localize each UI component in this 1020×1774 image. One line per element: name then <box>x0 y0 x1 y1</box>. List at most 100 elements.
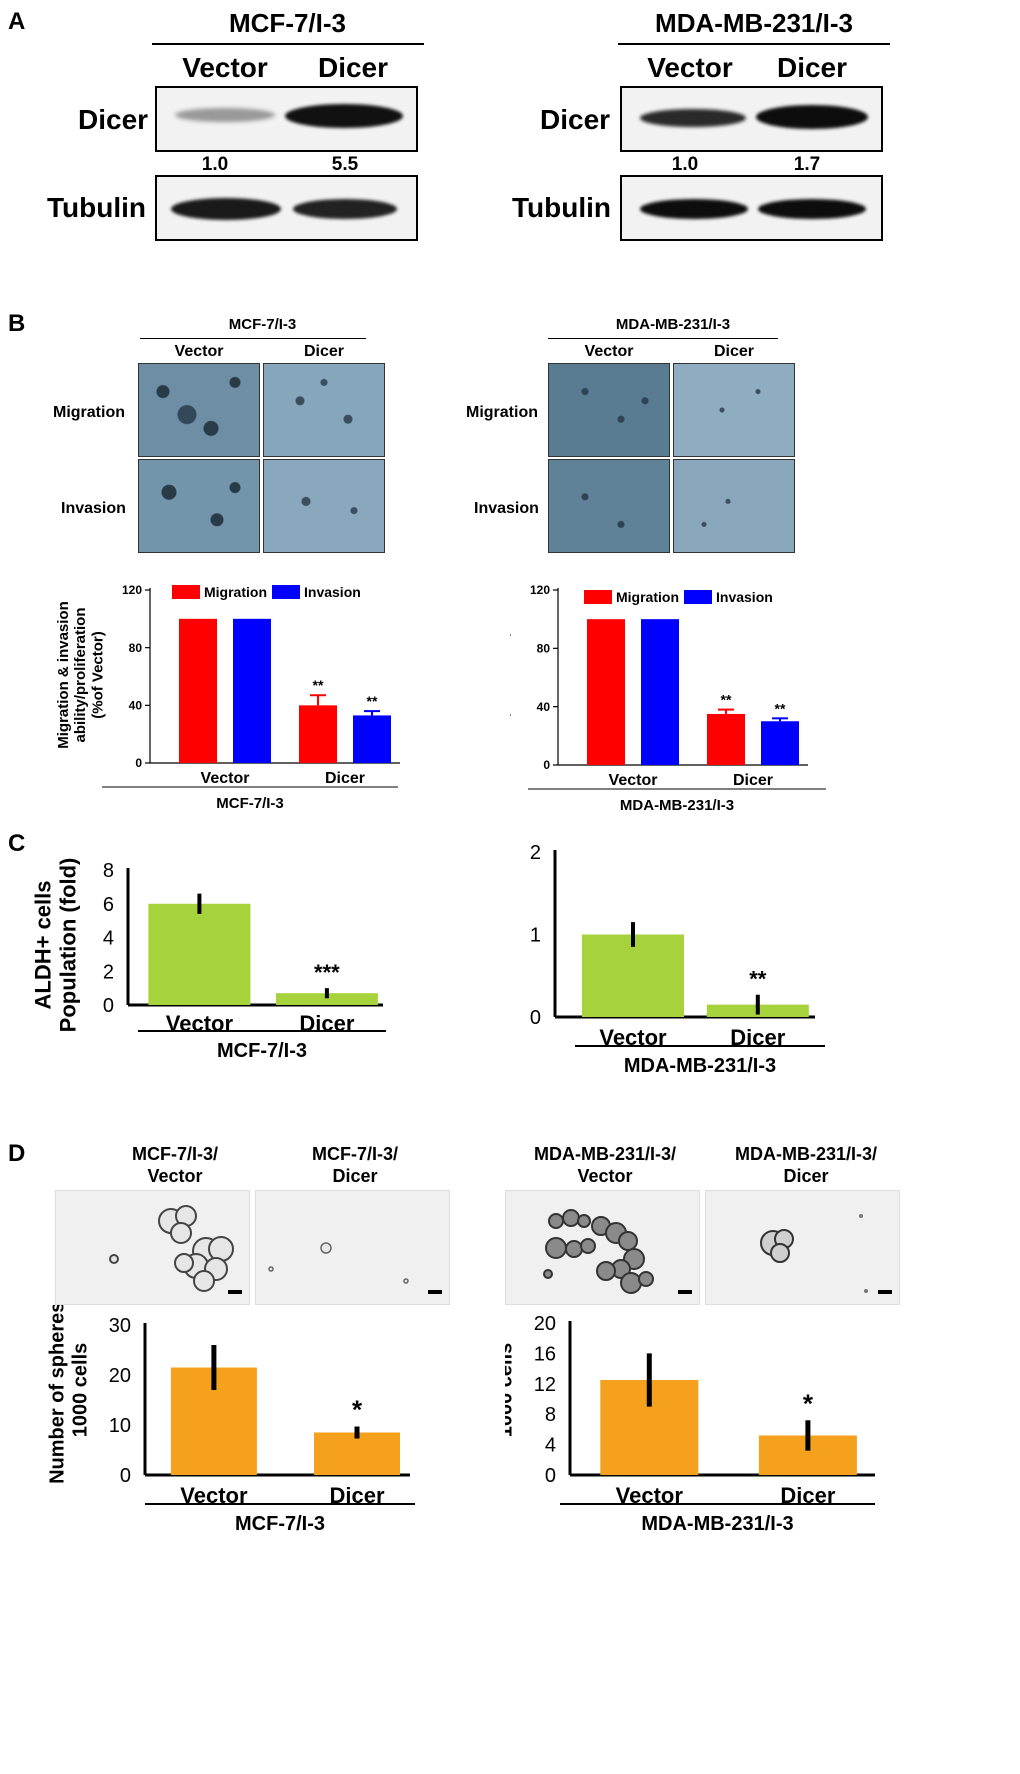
label-line: MDA-MB-231/I-3/ <box>533 1144 676 1164</box>
y-tick-label: 1 <box>530 925 541 947</box>
bar-aldh-vector <box>148 903 251 1005</box>
blot-a-left-underline <box>152 43 424 45</box>
category-label-vector: Vector <box>166 1011 234 1036</box>
y-tick-label: 0 <box>545 1465 556 1487</box>
y-tick-label: 4 <box>103 928 114 950</box>
label-line: MCF-7/I-3/ <box>131 1144 218 1164</box>
y-axis-label: Number of spheres/ <box>47 1305 69 1484</box>
bar-migration-dicer <box>707 713 745 765</box>
bar-invasion-vector <box>641 619 679 765</box>
y-axis-label: 1000 cells <box>70 1343 92 1438</box>
panel-label-a: A <box>8 8 26 35</box>
legend-label-invasion: Invasion <box>304 584 361 600</box>
y-tick-label: 0 <box>103 995 114 1017</box>
blot-a-right-row-dicer: Dicer <box>540 104 611 135</box>
blot-a-left-tubulin-membrane <box>155 175 418 241</box>
blot-a-right-underline <box>618 43 890 45</box>
blot-a-right-col-dicer: Dicer <box>776 52 848 83</box>
y-axis-label: Migration & invasion <box>55 601 72 749</box>
significance-marker: ** <box>313 677 324 693</box>
bar-invasion-dicer <box>761 721 799 765</box>
bar-aldh-dicer <box>275 993 378 1005</box>
y-tick-label: 0 <box>530 1007 541 1029</box>
blot-a-left-row-dicer: Dicer <box>78 104 149 135</box>
label-line: MDA-MB-231/I-3/ <box>734 1144 877 1164</box>
legend-label-migration: Migration <box>204 584 267 600</box>
y-tick-label: 2 <box>530 842 541 864</box>
panel-label-b: B <box>8 310 26 337</box>
blot-a-right-row-tubulin: Tubulin <box>512 192 611 223</box>
legend-swatch-invasion <box>272 585 300 599</box>
micro-b-right-col-dicer: Dicer <box>713 343 755 360</box>
group-label: MDA-MB-231/I-3 <box>624 1055 776 1077</box>
blot-a-left-cell-line: MCF-7/I-3 <box>229 8 346 38</box>
sphere-image-mda-dicer <box>705 1190 900 1305</box>
group-label: MDA-MB-231/I-3 <box>641 1513 793 1535</box>
sphere-label-mda-dicer: MDA-MB-231/I-3/ Dicer <box>706 1143 906 1187</box>
micro-b-left-col-dicer: Dicer <box>303 343 345 360</box>
micrograph-migration-dicer <box>263 363 385 457</box>
label-line: Dicer <box>332 1166 378 1186</box>
bar-aldh-vector <box>582 934 684 1017</box>
legend-swatch-invasion <box>684 590 712 604</box>
group-label: MDA-MB-231/I-3 <box>620 797 734 814</box>
sphere-label-mcf7-dicer: MCF-7/I-3/ Dicer <box>265 1143 445 1187</box>
micro-b-left-row-invasion: Invasion <box>61 500 126 517</box>
chart-b-left: 0 40 80 120 Migration & invasion ability/prol… <box>55 583 400 812</box>
blot-band <box>756 105 868 129</box>
significance-marker: ** <box>749 967 767 992</box>
scale-bar <box>428 1290 442 1294</box>
micrograph-migration-dicer <box>673 363 795 457</box>
y-tick-label: 80 <box>129 641 143 655</box>
y-tick-label: 10 <box>109 1415 131 1437</box>
y-tick-label: 40 <box>129 699 143 713</box>
bar-migration-dicer <box>299 705 337 763</box>
legend-swatch-migration <box>172 585 200 599</box>
label-line: Vector <box>147 1166 203 1186</box>
label-line: Vector <box>577 1166 633 1186</box>
bar-migration-vector <box>179 618 217 763</box>
y-axis-label: (%of Vector) <box>89 631 106 719</box>
significance-marker: ** <box>775 700 786 716</box>
significance-marker: ** <box>367 693 378 709</box>
sphere-drawing <box>543 1209 654 1294</box>
group-label: MCF-7/I-3 <box>217 1040 307 1062</box>
y-tick-label: 30 <box>109 1315 131 1337</box>
significance-marker: ** <box>721 692 732 708</box>
y-axis-label: 1000 cells <box>505 1343 517 1438</box>
y-axis-label: Population (fold) <box>56 858 81 1033</box>
blot-a-left-quant-vector: 1.0 <box>201 154 229 175</box>
micro-b-right-cell-line: MDA-MB-231/I-3 <box>615 316 731 333</box>
blot-a-left-quant-dicer: 5.5 <box>331 154 359 175</box>
blot-a-left-row-tubulin: Tubulin <box>47 192 146 223</box>
sphere-drawing <box>268 1242 409 1284</box>
micro-b-left-row-migration: Migration <box>53 404 125 421</box>
category-label-dicer: Dicer <box>325 770 365 787</box>
blot-a-right-dicer-membrane <box>620 86 883 152</box>
sphere-drawing <box>109 1205 234 1292</box>
sphere-drawing <box>760 1214 868 1293</box>
blot-a-right-col-vector: Vector <box>647 52 733 83</box>
scale-bar <box>878 1290 892 1294</box>
y-tick-label: 20 <box>109 1365 131 1387</box>
micro-b-left-cell-line: MCF-7/I-3 <box>228 316 297 333</box>
y-axis-label: ALDH+ cells <box>30 881 55 1010</box>
y-tick-label: 0 <box>543 758 550 772</box>
legend-label-migration: Migration <box>616 589 679 605</box>
y-tick-label: 4 <box>545 1435 556 1457</box>
sphere-image-mda-vector <box>505 1190 700 1305</box>
micro-b-right-col-vector: Vector <box>584 343 634 360</box>
micrograph-migration-vector <box>138 363 260 457</box>
y-tick-label: 16 <box>534 1343 556 1365</box>
y-tick-label: 80 <box>537 642 551 656</box>
chart-c-left: 0 2 4 6 8 ALDH+ cells Population (fold) Vector *… <box>30 858 386 1062</box>
y-tick-label: 6 <box>103 894 114 916</box>
blot-band <box>293 199 397 219</box>
bar-invasion-dicer <box>353 715 391 763</box>
y-axis-label: (%of Vector) <box>510 631 511 719</box>
chart-d-right: 048121620Number of spheres/1000 cellsVec… <box>505 1313 875 1535</box>
y-tick-label: 8 <box>103 860 114 882</box>
blot-a-right-cell-line: MDA-MB-231/I-3 <box>655 8 853 38</box>
y-tick-label: 40 <box>537 700 551 714</box>
